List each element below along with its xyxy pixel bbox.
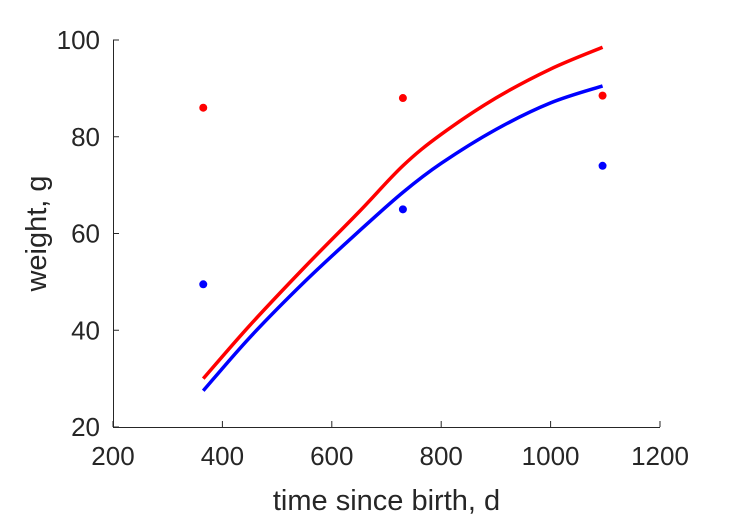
x-tick-label: 1200 — [631, 441, 689, 471]
y-tick-label: 40 — [71, 315, 100, 345]
fit-curve — [201, 45, 604, 380]
y-tick-label: 20 — [71, 412, 100, 442]
y-tick-label: 60 — [71, 219, 100, 249]
x-axis-label: time since birth, d — [273, 485, 500, 517]
data-point — [199, 280, 208, 289]
data-point — [199, 103, 208, 112]
y-axis-label: weight, g — [21, 175, 53, 292]
data-point — [398, 94, 407, 103]
y-axis-ticks: 20 40 60 80 100 — [57, 25, 119, 442]
x-tick-label: 1000 — [522, 441, 580, 471]
x-axis-ticks: 200 400 600 800 1000 1200 — [91, 421, 689, 471]
y-tick-label: 80 — [71, 122, 100, 152]
x-tick-label: 800 — [420, 441, 463, 471]
plot-area — [199, 45, 607, 392]
fit-curve — [201, 84, 604, 392]
data-point — [598, 161, 607, 170]
x-tick-label: 400 — [201, 441, 244, 471]
axes — [113, 40, 660, 428]
x-tick-label: 200 — [91, 441, 134, 471]
y-tick-label: 100 — [57, 25, 100, 55]
data-point — [598, 91, 607, 100]
data-point — [398, 205, 407, 214]
x-tick-label: 600 — [310, 441, 353, 471]
